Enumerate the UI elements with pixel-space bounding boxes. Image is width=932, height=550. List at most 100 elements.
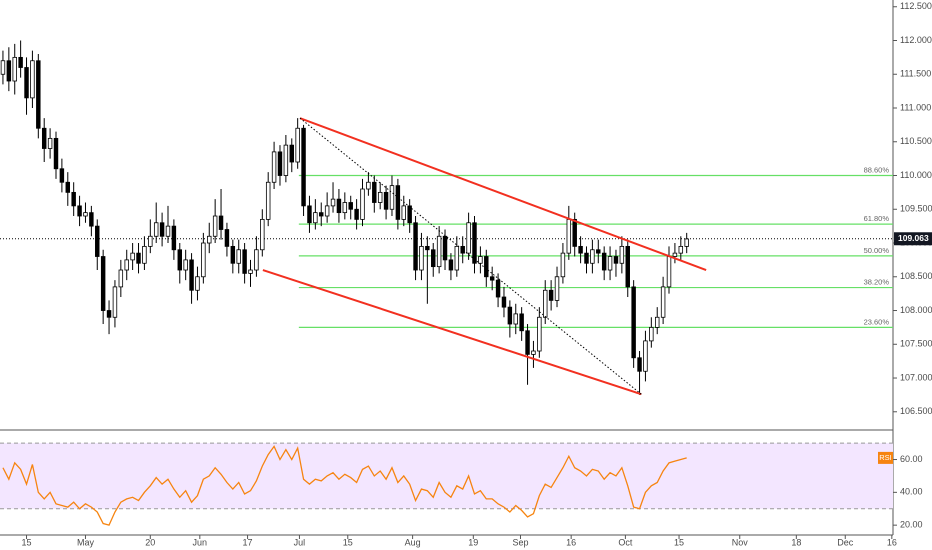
fib-label: 50.00% (864, 246, 890, 255)
x-tick-label: Dec (837, 537, 854, 547)
candle-body (30, 60, 35, 99)
candle-body (442, 235, 448, 261)
rsi-line (2, 445, 687, 526)
candle-body (507, 306, 513, 325)
candle-body (283, 144, 289, 176)
candle-body (77, 205, 82, 217)
x-tick-label: 18 (791, 537, 801, 547)
candle-body (95, 225, 100, 257)
candle-body (543, 289, 548, 318)
candle-body (307, 205, 312, 224)
candle-body (301, 127, 306, 207)
candle-body (666, 256, 672, 288)
candle-body (183, 259, 188, 271)
candle-body (236, 249, 241, 264)
candle-body (148, 235, 153, 247)
candle-body (672, 252, 678, 257)
trendline (262, 269, 642, 396)
candle-body (189, 259, 194, 291)
candle-body (248, 269, 253, 274)
candle-body (590, 249, 595, 264)
candle-body (513, 313, 518, 325)
candle-body (643, 340, 648, 372)
candle-body (631, 286, 636, 359)
candle-body (460, 245, 465, 254)
candle-body (271, 151, 277, 183)
candle-body (572, 218, 577, 247)
candle-body (407, 205, 412, 224)
candle-body (548, 289, 554, 301)
trendline (299, 117, 707, 271)
candle-body (354, 208, 359, 220)
candle-body (466, 222, 471, 254)
candle-body (53, 137, 59, 170)
candle-body (637, 357, 642, 372)
candle-body (36, 60, 41, 129)
candle-body (24, 67, 29, 99)
fib-label: 23.60% (864, 317, 890, 326)
x-tick-label: Sep (512, 537, 528, 547)
candle-body (59, 168, 65, 183)
candle-body (136, 252, 141, 264)
candle-body (218, 215, 224, 230)
candle-body (242, 249, 247, 274)
rsi-tick-label: 60.00 (900, 454, 923, 464)
candle-body (537, 316, 542, 352)
candle-body (454, 245, 460, 271)
fib-label: 88.60% (864, 165, 890, 174)
candle-body (118, 269, 124, 288)
fib-label: 61.80% (864, 214, 890, 223)
candle-body (207, 235, 212, 244)
candle-body (395, 185, 401, 220)
candle-body (649, 326, 654, 342)
x-tick-label: 15 (22, 537, 32, 547)
candle-body (212, 215, 218, 237)
candle-body (124, 259, 129, 271)
candle-body (289, 144, 294, 163)
rsi-tick-label: 20.00 (900, 520, 923, 530)
candle-body (106, 310, 112, 318)
candle-body (660, 286, 666, 318)
candle-body (431, 249, 436, 268)
candle-body (230, 245, 236, 264)
y-tick-label: 111.500 (900, 69, 931, 79)
candle-body (260, 218, 265, 251)
x-tick-label: Nov (732, 537, 749, 547)
candle-body (619, 245, 625, 264)
candle-body (613, 256, 619, 264)
y-tick-label: 107.500 (900, 339, 932, 349)
y-tick-label: 106.500 (900, 406, 932, 416)
candle-body (165, 225, 171, 237)
candle-body (100, 256, 106, 311)
fib-label: 38.20% (864, 278, 890, 287)
y-tick-label: 111.000 (900, 102, 931, 112)
y-tick-label: 110.000 (900, 170, 932, 180)
candle-body (484, 256, 489, 278)
candle-body (372, 181, 377, 203)
candle-body (419, 245, 424, 271)
x-tick-label: Aug (405, 537, 421, 547)
candle-body (531, 350, 536, 355)
candle-body (360, 188, 365, 220)
candle-body (472, 222, 477, 264)
rsi-label-box (878, 451, 893, 464)
candle-body (277, 151, 283, 176)
candle-body (336, 198, 342, 214)
last-price-box (894, 232, 932, 246)
candle-body (566, 218, 572, 254)
rsi-band (0, 443, 893, 509)
rsi-label: RSI (879, 453, 892, 462)
y-tick-label: 108.000 (900, 305, 932, 315)
candle-body (18, 56, 23, 68)
candle-body (324, 205, 330, 217)
candle-body (41, 127, 47, 149)
candle-body (47, 137, 53, 149)
y-tick-label: 112.500 (900, 1, 932, 11)
candle-body (654, 316, 660, 328)
candle-body (448, 259, 454, 271)
candle-body (554, 276, 560, 301)
candle-body (83, 212, 88, 217)
candle-body (501, 296, 507, 308)
candle-body (142, 245, 147, 264)
